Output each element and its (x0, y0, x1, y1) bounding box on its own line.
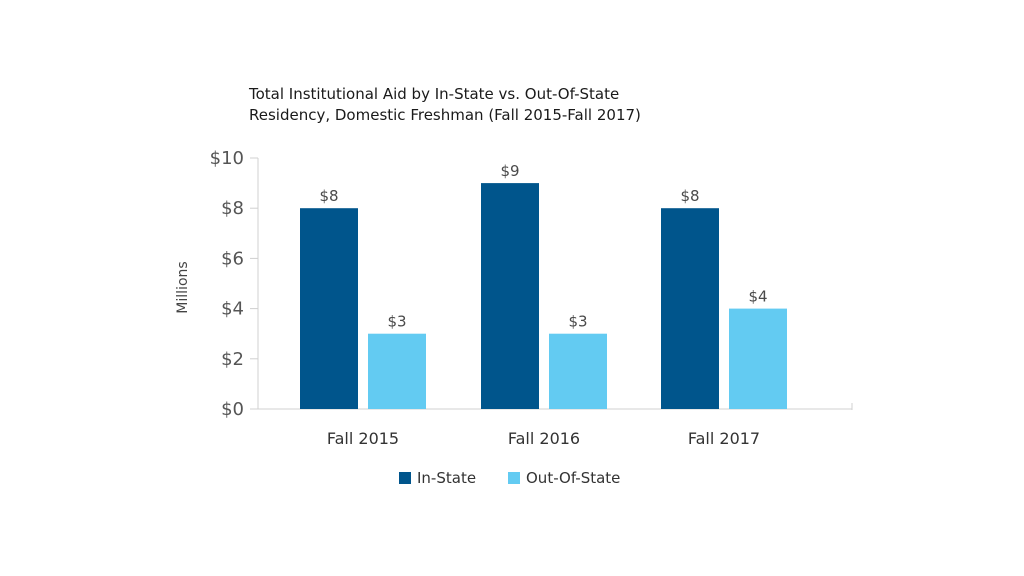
chart-title: Total Institutional Aid by In-State vs. … (249, 84, 641, 126)
data-label: $3 (568, 313, 587, 331)
bar-in-state-1 (481, 183, 539, 409)
bar-in-state-0 (300, 208, 358, 409)
chart-title-line-2: Residency, Domestic Freshman (Fall 2015-… (249, 106, 641, 124)
data-label: $4 (748, 288, 767, 306)
x-category-label: Fall 2017 (688, 429, 760, 448)
y-axis-title: Millions (175, 261, 191, 313)
legend-label: In-State (417, 469, 476, 487)
data-label: $8 (319, 187, 338, 205)
x-category-label: Fall 2016 (508, 429, 580, 448)
y-tick-label: $6 (221, 248, 244, 269)
bar-out-of-state-0 (368, 333, 426, 409)
legend-label: Out-Of-State (526, 469, 620, 487)
chart-title-line-1: Total Institutional Aid by In-State vs. … (249, 85, 620, 103)
y-tick-label: $0 (221, 399, 244, 420)
data-label: $3 (387, 313, 406, 331)
y-tick-label: $4 (221, 299, 244, 320)
y-tick-label: $2 (221, 349, 244, 370)
legend-swatch-1 (508, 472, 520, 484)
data-label: $9 (500, 162, 519, 180)
y-tick-label: $8 (221, 198, 244, 219)
data-label: $8 (680, 187, 699, 205)
bar-out-of-state-2 (729, 308, 787, 409)
bar-out-of-state-1 (549, 333, 607, 409)
y-tick-label: $10 (210, 148, 244, 169)
x-category-label: Fall 2015 (327, 429, 399, 448)
bar-in-state-2 (661, 208, 719, 409)
legend-swatch-0 (399, 472, 411, 484)
